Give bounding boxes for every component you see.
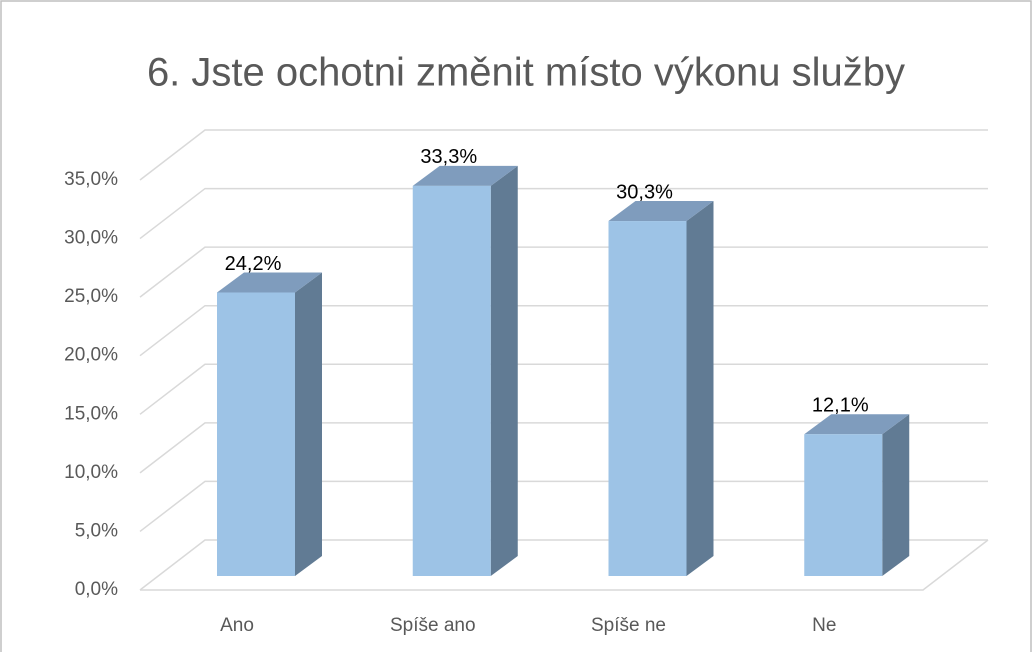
chart-title: 6. Jste ochotni změnit místo výkonu služ… [147, 51, 905, 95]
x-tick-label: Spíše ne [591, 615, 666, 636]
bar-top [804, 414, 910, 435]
grid-line [139, 304, 988, 357]
y-tick-label: 20,0% [64, 345, 118, 366]
bar-front [217, 292, 295, 576]
bar-side [295, 272, 322, 576]
value-label: 12,1% [812, 395, 869, 417]
y-tick-label: 10,0% [64, 462, 118, 483]
bar-front [804, 434, 883, 576]
grid-line [139, 363, 988, 415]
bar-side [490, 165, 518, 576]
bar-front [412, 185, 491, 576]
grid-line [139, 187, 988, 240]
y-tick-label: 30,0% [64, 228, 118, 249]
bar-side [882, 414, 910, 576]
bar-side [686, 201, 714, 577]
bar-top [412, 165, 518, 186]
y-tick-label: 5,0% [75, 520, 118, 541]
bar [412, 165, 518, 576]
y-tick-label: 15,0% [64, 403, 118, 424]
y-tick-label: 35,0% [64, 169, 118, 190]
grid-line [139, 129, 988, 181]
bar [804, 414, 910, 576]
grid-line [139, 246, 988, 298]
floor [140, 539, 989, 591]
value-label: 24,2% [225, 253, 282, 275]
bar-front [608, 221, 687, 577]
bar-top [608, 201, 714, 222]
bar [217, 272, 322, 576]
y-tick-label: 25,0% [64, 286, 118, 307]
bar-top [217, 272, 322, 293]
x-tick-label: Spíše ano [390, 615, 476, 636]
value-label: 33,3% [420, 146, 477, 168]
grid-line [139, 480, 988, 533]
y-tick-label: 0,0% [75, 579, 118, 600]
value-label: 30,3% [616, 181, 673, 203]
grid-line [139, 422, 988, 474]
x-tick-label: Ne [812, 615, 836, 636]
grid-line [139, 539, 988, 591]
x-tick-label: Ano [220, 615, 254, 636]
bar [608, 201, 714, 577]
